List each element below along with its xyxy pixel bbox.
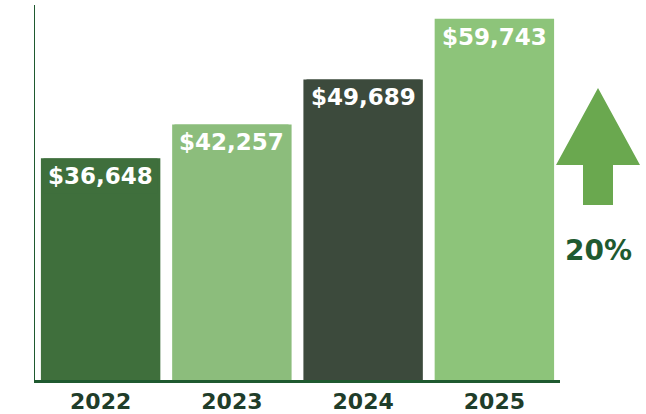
svg-text:2024: 2024 — [333, 389, 394, 414]
svg-text:$49,689: $49,689 — [311, 84, 416, 110]
svg-text:2025: 2025 — [464, 389, 525, 414]
svg-text:2023: 2023 — [201, 389, 262, 414]
svg-text:20%: 20% — [565, 234, 632, 267]
svg-text:$36,648: $36,648 — [48, 163, 153, 189]
svg-text:2022: 2022 — [70, 389, 131, 414]
svg-text:$42,257: $42,257 — [179, 129, 284, 155]
svg-text:$59,743: $59,743 — [442, 24, 547, 50]
